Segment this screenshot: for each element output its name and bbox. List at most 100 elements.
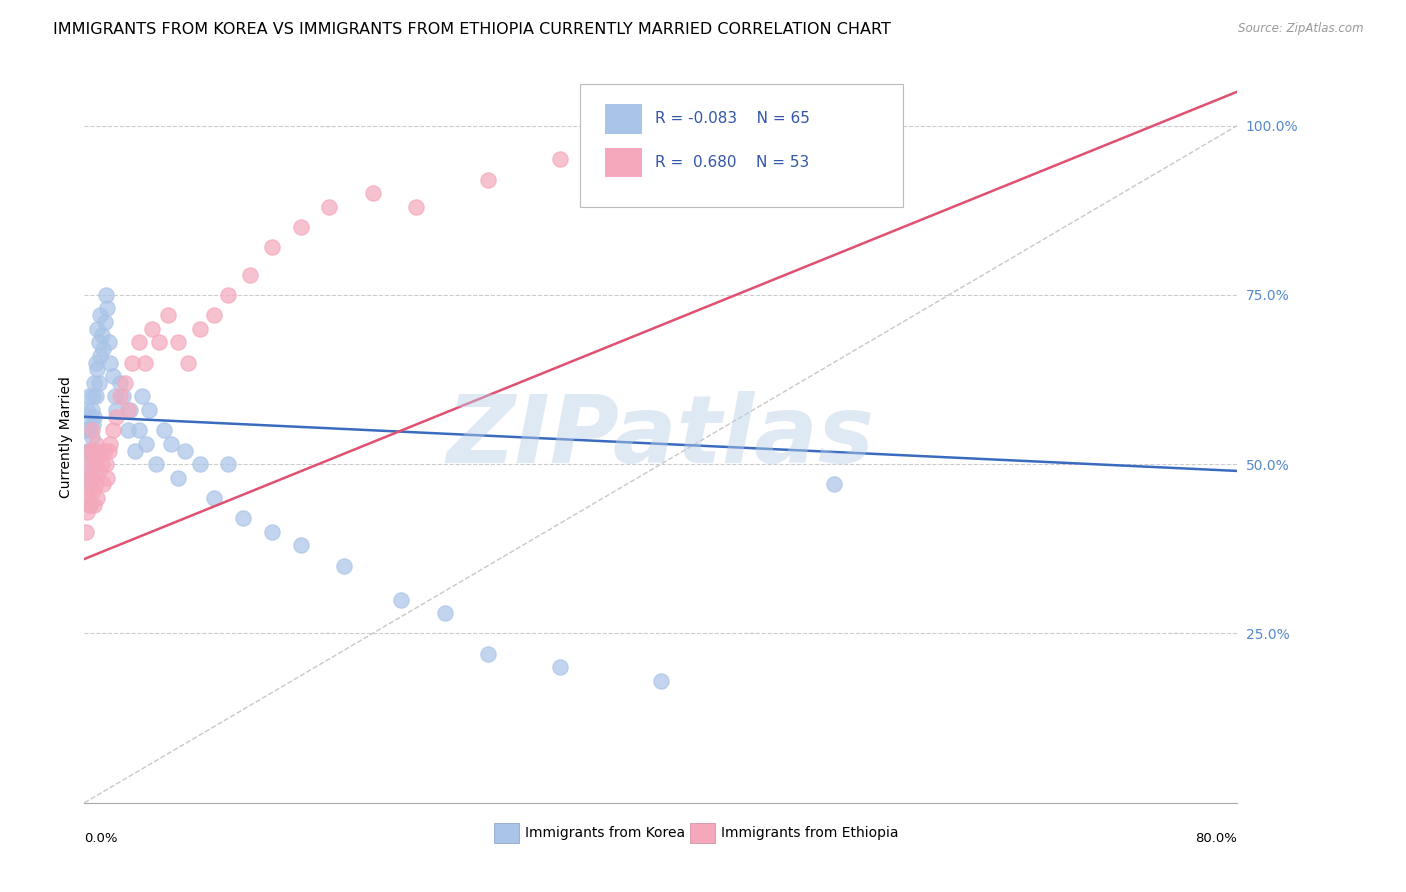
- Text: Immigrants from Korea: Immigrants from Korea: [524, 826, 685, 839]
- Text: 80.0%: 80.0%: [1195, 832, 1237, 845]
- Point: [290, 220, 312, 235]
- Point: [110, 376, 132, 390]
- Point: [76, 443, 98, 458]
- Point: [124, 443, 146, 458]
- Point: [93, 315, 115, 329]
- Point: [650, 172, 672, 186]
- Point: [83, 376, 105, 390]
- Point: [84, 355, 107, 369]
- Point: [156, 308, 179, 322]
- Point: [97, 335, 120, 350]
- Point: [548, 153, 571, 167]
- Text: ZIPatlas: ZIPatlas: [447, 391, 875, 483]
- Point: [83, 443, 105, 458]
- Point: [94, 288, 117, 302]
- Point: [77, 471, 100, 485]
- Point: [86, 450, 108, 465]
- Point: [76, 403, 98, 417]
- Point: [84, 477, 107, 491]
- Point: [103, 369, 124, 384]
- Point: [93, 443, 115, 458]
- Point: [91, 342, 114, 356]
- Point: [188, 322, 211, 336]
- Point: [218, 288, 240, 302]
- Point: [77, 443, 100, 458]
- Point: [86, 362, 108, 376]
- Point: [79, 457, 101, 471]
- Point: [117, 423, 139, 437]
- Point: [75, 524, 97, 539]
- Point: [76, 471, 98, 485]
- Point: [391, 592, 413, 607]
- Point: [83, 498, 105, 512]
- Point: [477, 647, 499, 661]
- Point: [128, 423, 150, 437]
- Point: [87, 335, 110, 350]
- Point: [96, 301, 118, 316]
- Point: [83, 409, 105, 424]
- Point: [433, 606, 456, 620]
- Point: [80, 464, 103, 478]
- Point: [232, 511, 254, 525]
- Point: [148, 335, 170, 350]
- Point: [794, 186, 817, 201]
- Point: [188, 457, 211, 471]
- Point: [548, 660, 571, 674]
- Point: [86, 491, 108, 505]
- Point: [105, 403, 128, 417]
- Point: [96, 471, 118, 485]
- Point: [104, 389, 127, 403]
- Point: [80, 471, 103, 485]
- Point: [77, 389, 100, 403]
- Text: R =  0.680    N = 53: R = 0.680 N = 53: [655, 155, 810, 170]
- Point: [218, 457, 240, 471]
- Text: 0.0%: 0.0%: [84, 832, 118, 845]
- Point: [239, 268, 262, 282]
- Point: [152, 423, 174, 437]
- Bar: [606, 104, 643, 134]
- Point: [89, 349, 111, 363]
- Bar: [606, 148, 643, 178]
- Point: [121, 355, 143, 369]
- Point: [84, 437, 107, 451]
- Point: [202, 308, 225, 322]
- Point: [90, 457, 112, 471]
- Point: [120, 403, 142, 417]
- Point: [80, 403, 103, 417]
- Text: IMMIGRANTS FROM KOREA VS IMMIGRANTS FROM ETHIOPIA CURRENTLY MARRIED CORRELATION : IMMIGRANTS FROM KOREA VS IMMIGRANTS FROM…: [53, 22, 891, 37]
- Point: [97, 443, 120, 458]
- Point: [114, 376, 136, 390]
- Point: [79, 498, 101, 512]
- Point: [290, 538, 312, 552]
- Point: [112, 389, 135, 403]
- Point: [318, 200, 340, 214]
- Point: [94, 457, 117, 471]
- FancyBboxPatch shape: [581, 84, 903, 207]
- Point: [145, 457, 167, 471]
- Point: [79, 443, 101, 458]
- Point: [76, 477, 98, 491]
- Point: [260, 240, 283, 254]
- Point: [167, 471, 190, 485]
- Point: [84, 389, 107, 403]
- Point: [361, 186, 384, 201]
- Point: [110, 389, 132, 403]
- Point: [91, 477, 114, 491]
- Point: [477, 172, 499, 186]
- Point: [260, 524, 283, 539]
- Point: [89, 443, 111, 458]
- Point: [98, 437, 121, 451]
- Point: [177, 355, 200, 369]
- Point: [823, 477, 845, 491]
- Point: [82, 443, 104, 458]
- Point: [87, 376, 110, 390]
- Point: [134, 355, 156, 369]
- Point: [80, 430, 103, 444]
- Point: [167, 335, 190, 350]
- Point: [174, 443, 197, 458]
- Point: [105, 409, 128, 424]
- Point: [76, 505, 98, 519]
- Point: [89, 308, 111, 322]
- Point: [135, 437, 157, 451]
- Bar: [494, 822, 519, 843]
